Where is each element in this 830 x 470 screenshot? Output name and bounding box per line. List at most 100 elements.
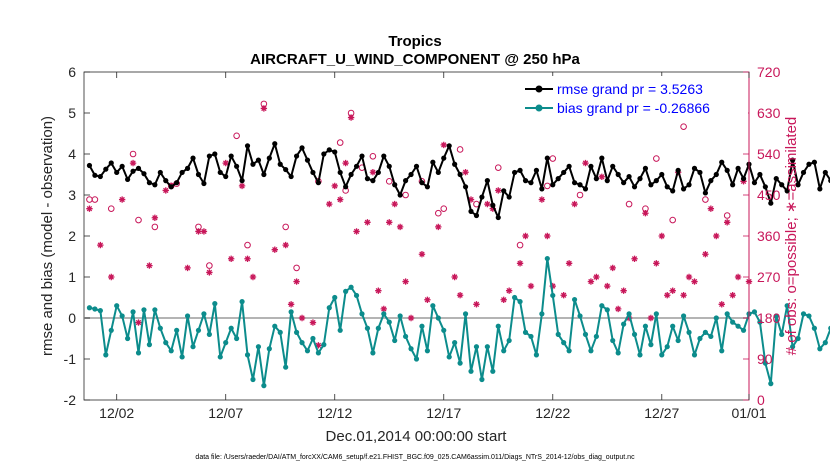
x-axis-label: Dec.01,2014 00:00:00 start xyxy=(326,428,508,445)
bias-point xyxy=(321,342,327,348)
bias-point xyxy=(419,323,425,329)
obs-assimilated-point xyxy=(206,269,213,276)
obs-assimilated-point xyxy=(729,292,736,299)
bias-point xyxy=(206,331,212,337)
bias-point xyxy=(446,354,452,360)
obs-assimilated-point xyxy=(609,264,616,272)
bias-point xyxy=(288,309,294,315)
obs-assimilated-point xyxy=(97,241,104,249)
rmse-point xyxy=(784,188,790,194)
obs-assimilated-point xyxy=(407,314,415,322)
obs-assimilated-point xyxy=(336,196,344,203)
bias-point xyxy=(800,311,807,317)
bias-point xyxy=(615,350,621,356)
y-right-tick-label: 450 xyxy=(757,187,781,203)
x-tick-label: 12/12 xyxy=(317,405,352,421)
rmse-point xyxy=(244,143,251,149)
bias-point xyxy=(375,325,381,331)
rmse-point xyxy=(381,153,387,159)
obs-assimilated-point xyxy=(118,196,126,203)
rmse-point xyxy=(691,165,698,171)
obs-assimilated-point xyxy=(527,282,535,290)
bias-point xyxy=(244,352,251,358)
rmse-point xyxy=(822,169,828,176)
bias-point xyxy=(680,313,687,319)
rmse-point xyxy=(468,208,474,214)
bias-point xyxy=(822,340,828,346)
bias-point xyxy=(310,335,316,342)
rmse-point xyxy=(490,202,496,208)
obs-assimilated-point xyxy=(593,273,600,281)
rmse-point xyxy=(702,190,708,196)
rmse-point xyxy=(653,178,659,184)
bias-point xyxy=(708,333,714,340)
rmse-point xyxy=(757,171,763,178)
legend-bias-marker xyxy=(535,104,543,112)
rmse-point xyxy=(299,145,305,151)
rmse-point xyxy=(740,176,747,182)
obs-assimilated-point xyxy=(544,232,551,240)
rmse-point xyxy=(522,178,529,184)
legend-rmse-label: rmse grand pr = 3.5263 xyxy=(557,81,703,97)
bias-point xyxy=(599,303,605,309)
bias-point xyxy=(653,311,659,317)
rmse-point xyxy=(571,180,578,186)
bias-point xyxy=(462,311,469,317)
rmse-point xyxy=(266,155,272,161)
obs-assimilated-point xyxy=(571,200,578,208)
rmse-point xyxy=(462,184,469,190)
obs-assimilated-point xyxy=(598,173,606,180)
rmse-point xyxy=(168,184,174,190)
rmse-point xyxy=(201,180,207,187)
obs-possible-point xyxy=(151,223,159,231)
x-tick-label: 12/27 xyxy=(644,405,679,421)
rmse-point xyxy=(255,157,262,163)
obs-assimilated-point xyxy=(309,319,317,326)
x-tick-label: 12/17 xyxy=(426,405,461,421)
bias-point xyxy=(452,340,458,346)
rmse-point xyxy=(212,151,218,157)
legend-rmse-marker xyxy=(535,85,543,93)
y-tick-label: 0 xyxy=(68,310,76,326)
y-tick-label: 2 xyxy=(68,228,76,244)
obs-assimilated-point xyxy=(565,260,573,267)
obs-assimilated-point xyxy=(718,301,725,308)
bias-point xyxy=(484,344,490,350)
y-right-tick-label: 630 xyxy=(757,105,781,121)
bias-point xyxy=(370,350,376,356)
x-tick-label: 01/01 xyxy=(731,405,766,421)
rmse-point xyxy=(103,166,109,172)
obs-assimilated-point xyxy=(707,205,715,212)
obs-assimilated-point xyxy=(631,255,638,262)
bias-point xyxy=(773,313,779,319)
obs-assimilated-point xyxy=(582,159,589,167)
rmse-point xyxy=(92,172,98,178)
obs-assimilated-point xyxy=(375,287,382,294)
rmse-point xyxy=(375,169,381,176)
bias-point xyxy=(642,323,649,329)
obs-assimilated-point xyxy=(691,278,698,285)
obs-possible-point xyxy=(549,155,557,162)
obs-possible-point xyxy=(86,196,93,203)
bias-point xyxy=(332,294,338,301)
bias-point xyxy=(604,307,610,313)
rmse-point xyxy=(539,186,545,192)
obs-assimilated-point xyxy=(642,210,649,217)
bias-point xyxy=(724,311,730,317)
rmse-point xyxy=(446,143,452,149)
bias-point xyxy=(326,305,332,311)
obs-assimilated-point xyxy=(653,260,660,267)
bias-point xyxy=(255,344,262,350)
rmse-point xyxy=(343,184,349,190)
obs-assimilated-point xyxy=(391,200,398,208)
obs-assimilated-point xyxy=(435,223,442,231)
rmse-point xyxy=(768,200,774,206)
obs-assimilated-point xyxy=(467,196,475,203)
y-tick-label: 3 xyxy=(68,187,76,203)
obs-possible-point xyxy=(516,241,524,249)
obs-assimilated-point xyxy=(484,200,491,208)
bias-point xyxy=(435,315,441,321)
bias-point xyxy=(675,337,681,344)
rmse-point xyxy=(326,147,332,153)
rmse-point xyxy=(817,186,823,192)
